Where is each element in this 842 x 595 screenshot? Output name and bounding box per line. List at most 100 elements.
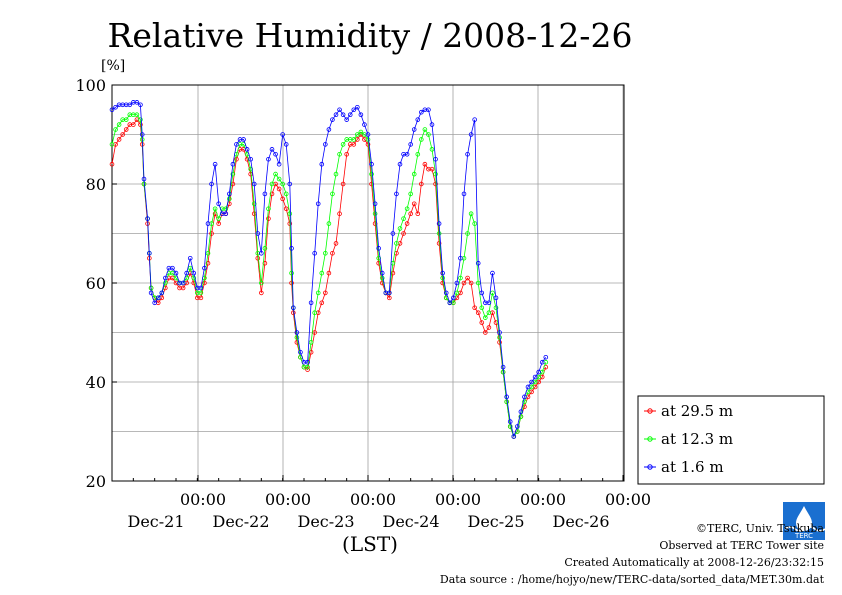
series-line — [111, 101, 547, 438]
data-point — [529, 379, 534, 385]
data-point — [422, 161, 428, 167]
data-point — [390, 270, 396, 276]
data-point — [351, 142, 357, 147]
data-point — [315, 290, 321, 296]
data-point — [493, 295, 499, 301]
data-point — [198, 295, 204, 301]
legend-label: at 29.5 m — [661, 402, 733, 420]
data-point — [326, 127, 332, 132]
data-point — [436, 231, 442, 236]
data-point — [344, 152, 349, 157]
data-point — [415, 152, 421, 157]
data-point — [436, 241, 442, 246]
data-point — [333, 171, 339, 177]
y-tick-label: 80 — [86, 175, 106, 194]
data-point — [312, 251, 317, 256]
data-point — [443, 290, 449, 296]
data-point — [202, 265, 207, 271]
data-point — [355, 132, 360, 137]
data-point — [415, 117, 421, 122]
data-point — [134, 112, 140, 117]
data-point — [522, 404, 527, 410]
data-point — [369, 161, 374, 167]
data-point — [283, 142, 289, 147]
data-point — [289, 246, 294, 251]
footer-copyright: ©TERC, Univ. Tsukuba — [695, 522, 824, 535]
data-point — [276, 186, 282, 192]
data-point — [419, 109, 424, 115]
data-point — [475, 280, 481, 286]
data-point — [472, 305, 477, 311]
data-point — [141, 176, 147, 182]
data-point — [330, 251, 335, 256]
data-point — [518, 409, 524, 415]
data-point — [486, 300, 492, 306]
data-point — [429, 166, 435, 172]
data-point — [468, 132, 474, 137]
data-point — [387, 295, 392, 301]
data-point — [415, 211, 421, 217]
data-point — [426, 107, 431, 113]
data-point — [216, 216, 221, 221]
data-point — [337, 152, 342, 157]
data-point — [294, 330, 300, 335]
data-point — [454, 290, 460, 296]
y-tick-label: 40 — [86, 373, 106, 392]
data-point — [198, 285, 204, 291]
data-point — [312, 310, 317, 316]
data-point — [483, 330, 488, 335]
data-point — [273, 152, 278, 157]
data-point — [408, 211, 413, 217]
data-point — [479, 290, 485, 296]
data-point — [525, 384, 531, 390]
data-point — [148, 290, 154, 296]
data-point — [419, 137, 424, 142]
data-point — [323, 251, 328, 256]
data-point — [212, 206, 218, 212]
data-point — [209, 181, 214, 187]
data-point — [429, 147, 435, 152]
data-point — [404, 152, 410, 157]
data-point — [308, 340, 314, 345]
data-point — [319, 300, 325, 306]
data-point — [184, 270, 189, 276]
data-point — [426, 132, 431, 137]
data-point — [475, 310, 481, 316]
data-point — [358, 129, 364, 135]
data-point — [216, 221, 221, 226]
data-point — [305, 367, 310, 372]
data-point — [376, 246, 381, 251]
data-point — [305, 364, 310, 370]
data-point — [134, 100, 140, 105]
series-2 — [109, 112, 549, 439]
legend-swatch-marker — [647, 436, 653, 442]
data-point — [461, 191, 467, 197]
data-point — [372, 211, 378, 217]
data-point — [440, 270, 445, 276]
data-point — [507, 424, 513, 429]
x-tick-time-label: 00:00 — [435, 490, 481, 509]
data-point — [468, 280, 474, 286]
data-point — [404, 206, 410, 212]
x-tick-time-label: 00:00 — [605, 490, 651, 509]
data-point — [138, 117, 143, 122]
data-point — [312, 330, 317, 335]
data-point — [397, 226, 403, 231]
data-point — [408, 191, 413, 197]
x-tick-day-label: Dec-23 — [297, 512, 354, 531]
data-point — [116, 137, 122, 142]
data-point — [515, 424, 520, 429]
data-point — [404, 221, 410, 226]
data-point — [255, 231, 261, 236]
data-point — [308, 300, 314, 306]
x-tick-time-label: 00:00 — [350, 490, 396, 509]
data-point — [202, 280, 207, 286]
footer-observed: Observed at TERC Tower site — [659, 539, 824, 552]
x-tick-day-label: Dec-22 — [212, 512, 269, 531]
data-point — [116, 122, 122, 127]
data-point — [291, 305, 296, 311]
data-point — [408, 142, 413, 147]
data-point — [433, 156, 438, 162]
data-point — [113, 127, 118, 132]
